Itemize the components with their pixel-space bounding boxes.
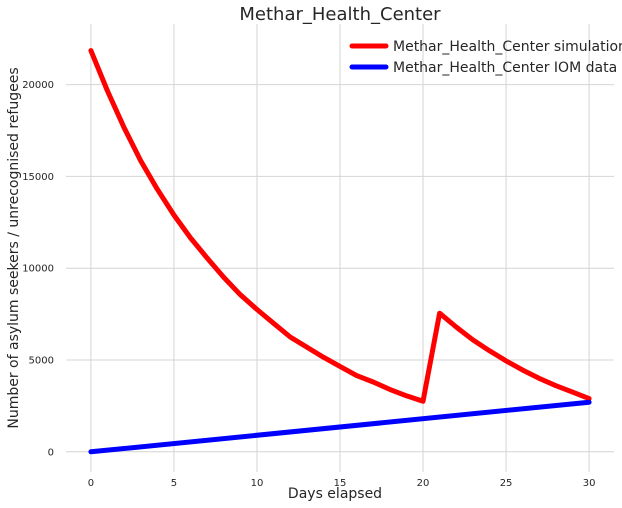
series-line-simulation (88, 48, 592, 404)
x-tick-label: 5 (171, 478, 177, 489)
legend: Methar_Health_Center simulation Methar_H… (349, 39, 622, 76)
series-lines (88, 48, 592, 455)
x-axis-label: Days elapsed (288, 486, 382, 502)
y-tick-label: 5000 (29, 356, 54, 367)
legend-label-simulation: Methar_Health_Center simulation (393, 39, 622, 55)
x-tick-label: 0 (88, 478, 94, 489)
y-tick-label: 15000 (22, 172, 54, 183)
x-tick-label: 15 (334, 478, 347, 489)
y-axis-label: Number of asylum seekers / unrecognised … (6, 67, 22, 428)
chart-title: Methar_Health_Center (239, 4, 441, 25)
x-tick-label: 10 (251, 478, 264, 489)
grid (66, 24, 614, 472)
legend-label-iom-data: Methar_Health_Center IOM data (393, 60, 617, 76)
y-tick-label: 20000 (22, 80, 54, 91)
y-tick-label: 10000 (22, 264, 54, 275)
tick-labels: 0 5 10 15 20 25 30 0 5000 10000 15000 20000 (22, 80, 595, 489)
x-tick-label: 25 (500, 478, 513, 489)
y-tick-label: 0 (48, 447, 54, 458)
x-tick-label: 20 (417, 478, 430, 489)
x-tick-label: 30 (583, 478, 596, 489)
series-line-iom-data (88, 399, 592, 455)
